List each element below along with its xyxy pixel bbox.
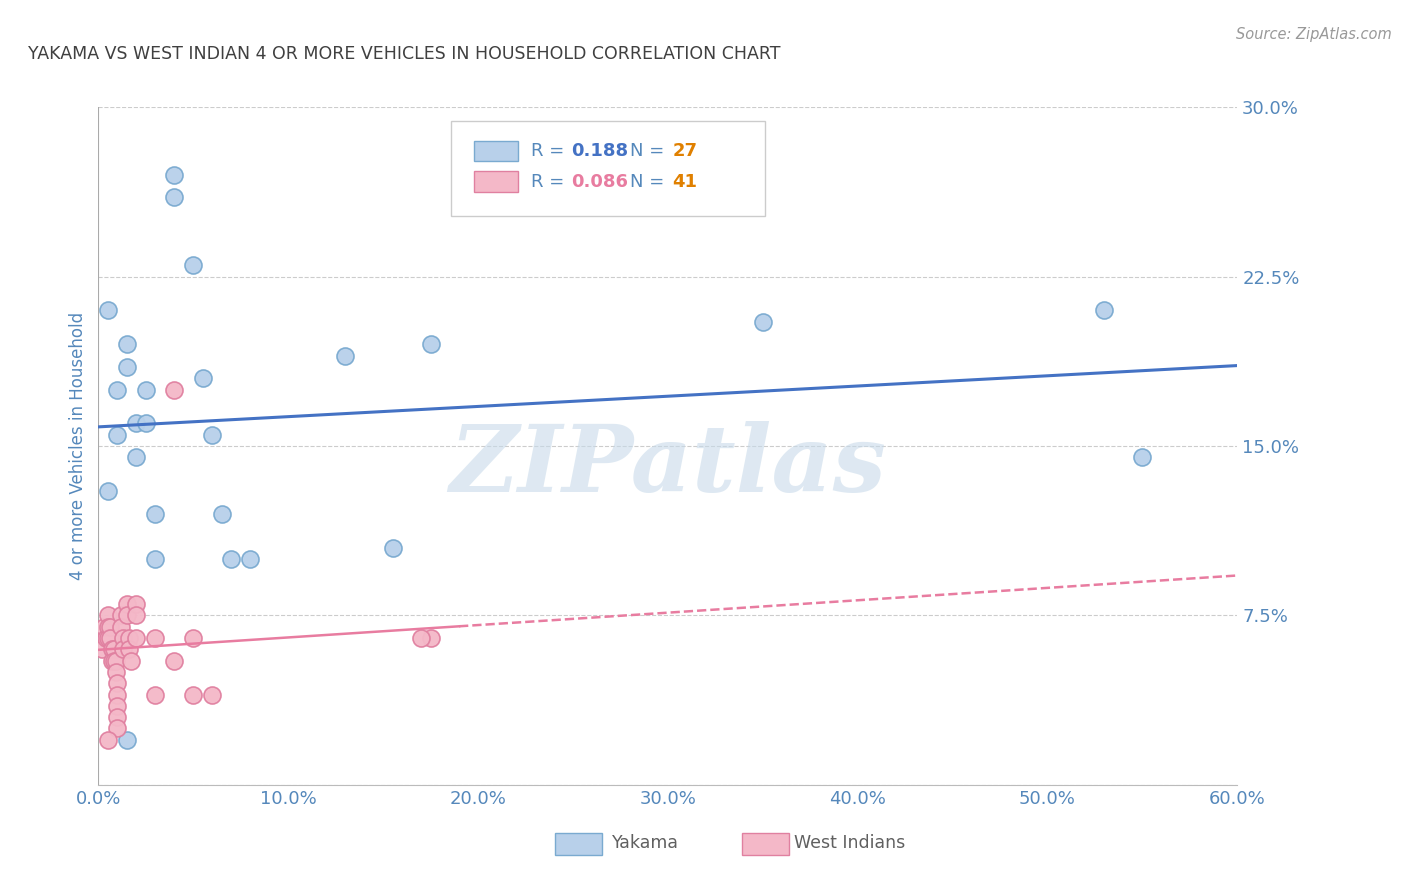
Point <box>145 688 167 702</box>
Point <box>103 642 125 657</box>
Point <box>239 552 262 566</box>
Point <box>97 484 120 499</box>
Text: ZIPatlas: ZIPatlas <box>450 421 886 511</box>
Point <box>125 417 148 431</box>
Point <box>419 631 441 645</box>
Point <box>120 654 142 668</box>
Point <box>135 383 157 397</box>
Point <box>115 359 138 374</box>
Point <box>183 258 205 272</box>
Point <box>112 631 135 645</box>
Point <box>145 552 167 566</box>
Point <box>107 722 129 736</box>
Point <box>97 303 120 318</box>
Point <box>98 631 121 645</box>
Point <box>145 507 167 521</box>
Point <box>1132 450 1154 465</box>
Point <box>97 631 120 645</box>
Point <box>125 608 148 623</box>
Point <box>411 631 433 645</box>
Text: 0.188: 0.188 <box>571 142 628 160</box>
Point <box>110 620 132 634</box>
Point <box>201 427 224 442</box>
Y-axis label: 4 or more Vehicles in Household: 4 or more Vehicles in Household <box>69 312 87 580</box>
Text: West Indians: West Indians <box>794 834 905 852</box>
Point <box>107 710 129 724</box>
Point <box>145 631 167 645</box>
Point <box>104 654 127 668</box>
Point <box>97 620 120 634</box>
Text: N =: N = <box>630 173 671 191</box>
Text: 41: 41 <box>672 173 697 191</box>
Point <box>98 620 121 634</box>
Point <box>135 417 157 431</box>
Point <box>94 631 117 645</box>
FancyBboxPatch shape <box>474 171 517 192</box>
Text: YAKAMA VS WEST INDIAN 4 OR MORE VEHICLES IN HOUSEHOLD CORRELATION CHART: YAKAMA VS WEST INDIAN 4 OR MORE VEHICLES… <box>28 45 780 62</box>
Point <box>115 337 138 351</box>
Point <box>100 642 122 657</box>
Point <box>97 732 120 747</box>
Point <box>118 631 141 645</box>
Point <box>107 676 129 690</box>
Point <box>103 654 125 668</box>
Point <box>163 654 186 668</box>
Point <box>100 654 122 668</box>
Point <box>91 642 114 657</box>
Point <box>107 427 129 442</box>
Point <box>335 349 357 363</box>
Point <box>110 608 132 623</box>
FancyBboxPatch shape <box>474 141 517 161</box>
Point <box>125 450 148 465</box>
Point <box>97 608 120 623</box>
Text: R =: R = <box>531 142 571 160</box>
Point <box>115 597 138 611</box>
Point <box>93 620 115 634</box>
Point <box>183 688 205 702</box>
FancyBboxPatch shape <box>451 120 765 216</box>
Point <box>752 315 775 329</box>
Point <box>107 688 129 702</box>
Point <box>419 337 441 351</box>
Text: 27: 27 <box>672 142 697 160</box>
Point <box>163 168 186 182</box>
Text: Source: ZipAtlas.com: Source: ZipAtlas.com <box>1236 27 1392 42</box>
Point <box>118 642 141 657</box>
Point <box>163 383 186 397</box>
Point <box>115 608 138 623</box>
Point <box>201 688 224 702</box>
Text: N =: N = <box>630 142 671 160</box>
Point <box>191 371 214 385</box>
Point <box>221 552 243 566</box>
Point <box>381 541 404 555</box>
Text: R =: R = <box>531 173 571 191</box>
Text: Yakama: Yakama <box>612 834 679 852</box>
Point <box>107 383 129 397</box>
Point <box>125 597 148 611</box>
Point <box>107 698 129 713</box>
Point <box>104 665 127 679</box>
Point <box>112 642 135 657</box>
Point <box>1094 303 1116 318</box>
Point <box>115 732 138 747</box>
Point <box>211 507 233 521</box>
Point <box>163 190 186 204</box>
Point <box>183 631 205 645</box>
Point <box>125 631 148 645</box>
Text: 0.086: 0.086 <box>571 173 628 191</box>
